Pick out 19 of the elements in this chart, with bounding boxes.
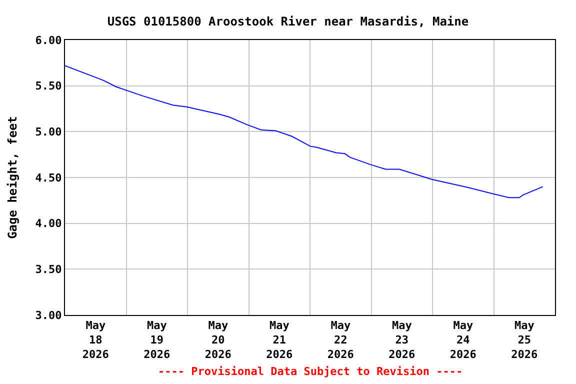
x-tick-label: May 20 2026	[204, 319, 232, 361]
x-tick-label: May 23 2026	[388, 319, 416, 361]
y-tick-label: 6.00	[35, 34, 62, 47]
x-tick-label: May 25 2026	[511, 319, 538, 361]
y-tick-label: 4.50	[35, 171, 62, 184]
x-tick-label: May 19 2026	[144, 319, 170, 361]
y-axis-title: Gage height, feet	[6, 116, 20, 239]
y-tick-label: 4.00	[35, 217, 62, 230]
x-tick-label: May 24 2026	[450, 319, 477, 361]
chart-title: USGS 01015800 Aroostook River near Masardis, Maine	[107, 14, 469, 29]
text: ---- Provisional Data Subject to Revision ----	[158, 365, 463, 378]
x-tick-label: May 18 2026	[82, 319, 110, 361]
x-tick-label: May 22 2026	[327, 319, 354, 361]
line-series	[65, 65, 544, 198]
y-tick-label: 5.00	[35, 126, 62, 139]
x-tick-label: May 21 2026	[266, 319, 293, 361]
y-tick-label: 5.50	[35, 80, 62, 93]
y-tick-label: 3.00	[35, 308, 62, 322]
y-tick-label: 3.50	[35, 263, 62, 276]
